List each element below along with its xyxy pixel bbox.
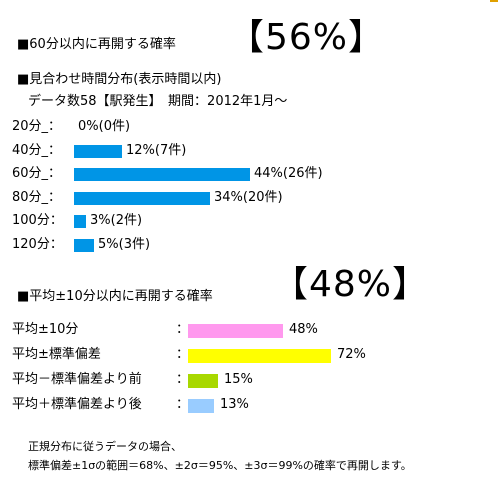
value-label: 0%(0件) (78, 119, 131, 134)
category-label: 平均±標準偏差 (12, 347, 101, 362)
footnote-line-1: 正規分布に従うデータの場合、 (28, 440, 182, 453)
category-label: 平均－標準偏差より前 (12, 372, 142, 387)
category-label: 60分_： (12, 166, 62, 181)
bar (188, 374, 218, 388)
value-label: 3%(2件) (90, 213, 143, 228)
bar (188, 349, 331, 363)
value-label: 72% (337, 347, 366, 362)
probability-mean-title: ■平均±10分以内に再開する確率 (17, 289, 213, 304)
bar (74, 215, 86, 228)
value-label: 48% (289, 322, 318, 337)
distribution-title: ■見合わせ時間分布(表示時間以内) (17, 72, 222, 87)
distribution-subtitle: データ数58【駅発生】 期間：2012年1月～ (28, 94, 288, 109)
category-label: 80分_： (12, 189, 62, 205)
probability-60-title: ■60分以内に再開する確率 (17, 37, 176, 52)
category-label: 平均±10分 (12, 322, 79, 337)
category-label: 20分_： (12, 119, 62, 134)
category-label: 平均＋標準偏差より後 (12, 397, 142, 412)
bar (188, 399, 214, 413)
probability-60-value: 【56%】 (228, 17, 386, 58)
separator: ： (176, 372, 190, 387)
value-label: 5%(3件) (98, 236, 151, 252)
bar (74, 168, 250, 181)
bar (74, 238, 94, 252)
category-label: 120分： (12, 236, 63, 252)
bar (188, 324, 283, 338)
value-label: 12%(7件) (126, 142, 187, 158)
value-label: 13% (220, 397, 249, 412)
value-label: 15% (224, 372, 253, 387)
category-label: 40分_： (12, 142, 62, 158)
bar (74, 144, 122, 158)
separator: ： (176, 347, 190, 362)
separator: ： (176, 322, 190, 337)
probability-mean-value: 【48%】 (272, 264, 430, 305)
value-label: 34%(20件) (214, 189, 283, 205)
separator: ： (176, 397, 190, 412)
corner-mark (490, 0, 498, 2)
footnote-line-2: 標準偏差±1σの範囲＝68%、±2σ＝95%、±3σ＝99%の確率で再開します。 (28, 459, 412, 472)
value-label: 44%(26件) (254, 166, 323, 181)
bar (74, 191, 210, 205)
category-label: 100分： (12, 213, 63, 228)
